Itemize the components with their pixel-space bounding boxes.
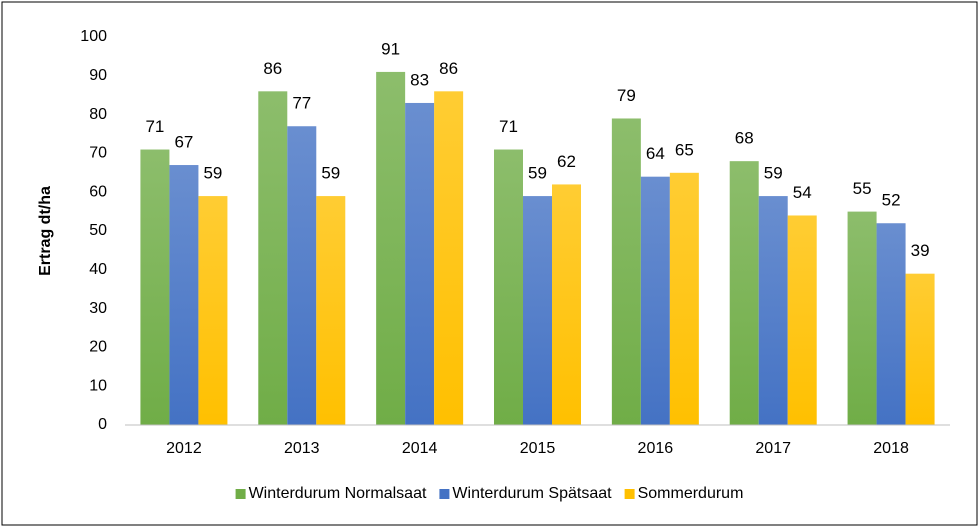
value-label: 52 — [882, 191, 901, 210]
value-label: 67 — [174, 133, 193, 152]
x-tick-label: 2016 — [638, 440, 674, 457]
value-label: 59 — [764, 164, 783, 183]
y-tick-label: 70 — [89, 145, 107, 162]
bar — [494, 149, 523, 425]
value-label: 77 — [292, 94, 311, 113]
x-tick-label: 2017 — [755, 440, 791, 457]
bar — [140, 149, 170, 425]
x-tick-label: 2015 — [520, 440, 556, 457]
y-tick-label: 80 — [89, 106, 107, 123]
legend-label: Winterdurum Normalsaat — [249, 485, 427, 502]
value-label: 64 — [646, 144, 665, 163]
y-tick-label: 50 — [89, 222, 107, 239]
value-label: 71 — [145, 117, 164, 136]
value-label: 59 — [203, 164, 222, 183]
legend-label: Winterdurum Spätsaat — [452, 485, 612, 502]
value-label: 59 — [321, 164, 340, 183]
y-tick-label: 30 — [89, 300, 107, 317]
bar — [847, 211, 877, 425]
value-label: 71 — [499, 117, 518, 136]
value-label: 83 — [410, 70, 429, 89]
value-label: 65 — [675, 140, 694, 159]
x-tick-label: 2013 — [284, 440, 320, 457]
bar — [611, 118, 641, 425]
bar — [198, 196, 228, 425]
value-label: 59 — [528, 164, 547, 183]
bar — [669, 172, 699, 425]
bar — [258, 91, 288, 425]
y-axis-label: Ertrag dt/ha — [37, 186, 54, 276]
bar — [405, 102, 435, 426]
bar — [169, 165, 199, 426]
legend-swatch — [439, 489, 450, 499]
y-tick-label: 0 — [98, 416, 107, 433]
y-tick-label: 40 — [89, 261, 107, 278]
bar — [758, 196, 788, 425]
x-tick-label: 2018 — [873, 440, 909, 457]
bar — [640, 176, 670, 425]
y-tick-label: 90 — [89, 67, 107, 84]
bar — [523, 196, 552, 425]
value-label: 91 — [381, 39, 400, 58]
value-label: 79 — [617, 86, 636, 105]
value-label: 86 — [263, 59, 282, 78]
value-label: 86 — [439, 59, 458, 78]
value-label: 54 — [793, 183, 812, 202]
bar — [787, 215, 817, 425]
legend-label: Sommerdurum — [638, 485, 744, 502]
bar — [316, 196, 346, 425]
value-label: 39 — [911, 241, 930, 260]
y-tick-label: 100 — [80, 28, 107, 45]
legend-swatch — [624, 489, 635, 499]
bar — [876, 223, 906, 425]
y-tick-label: 60 — [89, 183, 107, 200]
value-label: 68 — [735, 129, 754, 148]
value-label: 55 — [853, 179, 872, 198]
value-label: 62 — [557, 152, 576, 171]
legend-swatch — [235, 489, 246, 499]
bar — [729, 161, 759, 425]
bar — [287, 126, 317, 426]
y-tick-label: 20 — [89, 339, 107, 356]
x-tick-label: 2014 — [402, 440, 438, 457]
bar — [552, 184, 581, 425]
y-tick-label: 10 — [89, 377, 107, 394]
bar — [434, 91, 464, 425]
x-tick-label: 2012 — [166, 440, 202, 457]
bar — [376, 71, 406, 426]
bar — [905, 273, 935, 425]
